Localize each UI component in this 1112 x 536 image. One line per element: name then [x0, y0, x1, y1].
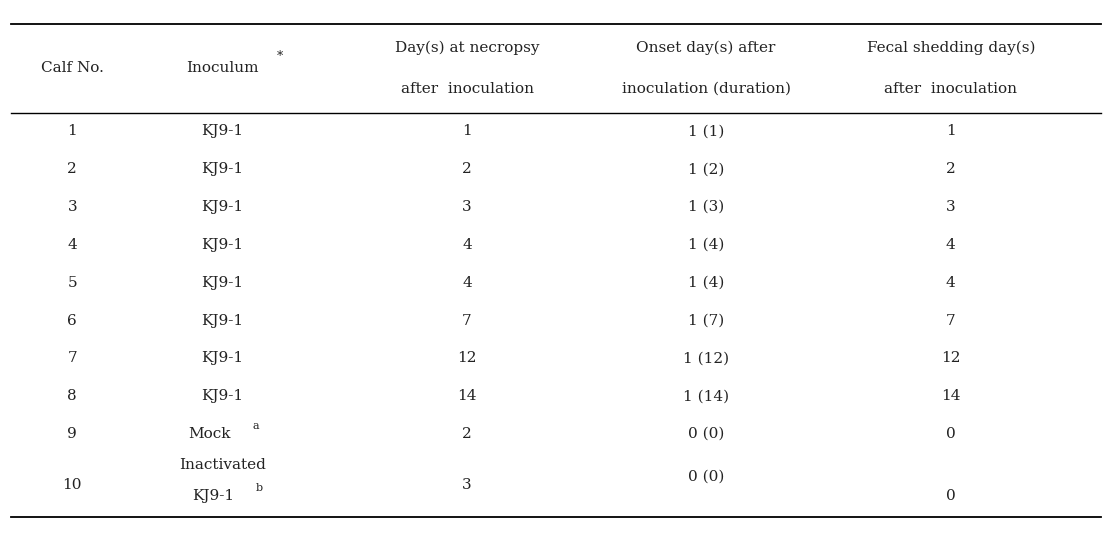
Text: 0: 0 — [946, 427, 955, 441]
Text: 6: 6 — [68, 314, 77, 327]
Text: 1 (3): 1 (3) — [688, 200, 724, 214]
Text: 0 (0): 0 (0) — [688, 427, 724, 441]
Text: b: b — [256, 483, 262, 493]
Text: 4: 4 — [68, 238, 77, 252]
Text: Calf No.: Calf No. — [41, 61, 103, 76]
Text: 3: 3 — [463, 200, 471, 214]
Text: KJ9-1: KJ9-1 — [201, 276, 244, 290]
Text: 9: 9 — [68, 427, 77, 441]
Text: 1: 1 — [463, 124, 471, 138]
Text: 3: 3 — [946, 200, 955, 214]
Text: KJ9-1: KJ9-1 — [201, 200, 244, 214]
Text: KJ9-1: KJ9-1 — [192, 489, 235, 503]
Text: 0 (0): 0 (0) — [688, 470, 724, 484]
Text: KJ9-1: KJ9-1 — [201, 314, 244, 327]
Text: 2: 2 — [463, 427, 471, 441]
Text: 14: 14 — [457, 389, 477, 403]
Text: KJ9-1: KJ9-1 — [201, 389, 244, 403]
Text: 7: 7 — [946, 314, 955, 327]
Text: inoculation (duration): inoculation (duration) — [622, 81, 791, 96]
Text: 2: 2 — [68, 162, 77, 176]
Text: Onset day(s) after: Onset day(s) after — [636, 41, 776, 55]
Text: 1 (4): 1 (4) — [688, 276, 724, 290]
Text: a: a — [252, 421, 259, 431]
Text: 7: 7 — [463, 314, 471, 327]
Text: Day(s) at necropsy: Day(s) at necropsy — [395, 41, 539, 55]
Text: 12: 12 — [457, 352, 477, 366]
Text: 14: 14 — [941, 389, 961, 403]
Text: Inoculum: Inoculum — [186, 61, 259, 76]
Text: 4: 4 — [946, 276, 955, 290]
Text: after  inoculation: after inoculation — [884, 81, 1017, 96]
Text: 0: 0 — [946, 489, 955, 503]
Text: 1 (14): 1 (14) — [683, 389, 729, 403]
Text: KJ9-1: KJ9-1 — [201, 238, 244, 252]
Text: 1 (7): 1 (7) — [688, 314, 724, 327]
Text: after  inoculation: after inoculation — [400, 81, 534, 96]
Text: 2: 2 — [463, 162, 471, 176]
Text: Fecal shedding day(s): Fecal shedding day(s) — [866, 41, 1035, 55]
Text: 1: 1 — [946, 124, 955, 138]
Text: 5: 5 — [68, 276, 77, 290]
Text: 1 (2): 1 (2) — [688, 162, 724, 176]
Text: 1: 1 — [68, 124, 77, 138]
Text: KJ9-1: KJ9-1 — [201, 124, 244, 138]
Text: 4: 4 — [463, 276, 471, 290]
Text: 4: 4 — [946, 238, 955, 252]
Text: 1 (12): 1 (12) — [683, 352, 729, 366]
Text: 4: 4 — [463, 238, 471, 252]
Text: 12: 12 — [941, 352, 961, 366]
Text: *: * — [277, 50, 284, 63]
Text: 7: 7 — [68, 352, 77, 366]
Text: Mock: Mock — [188, 427, 230, 441]
Text: 3: 3 — [463, 478, 471, 492]
Text: 1 (4): 1 (4) — [688, 238, 724, 252]
Text: KJ9-1: KJ9-1 — [201, 352, 244, 366]
Text: 2: 2 — [946, 162, 955, 176]
Text: 10: 10 — [62, 478, 82, 492]
Text: 8: 8 — [68, 389, 77, 403]
Text: 3: 3 — [68, 200, 77, 214]
Text: KJ9-1: KJ9-1 — [201, 162, 244, 176]
Text: Inactivated: Inactivated — [179, 458, 266, 472]
Text: 1 (1): 1 (1) — [688, 124, 724, 138]
